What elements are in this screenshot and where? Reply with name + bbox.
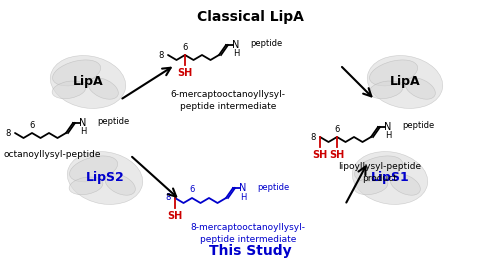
Text: H: H — [233, 49, 239, 59]
Ellipse shape — [390, 174, 420, 195]
Text: N: N — [384, 122, 392, 132]
Ellipse shape — [368, 56, 442, 109]
Text: 8-mercaptooctanoyllysyl-
peptide intermediate: 8-mercaptooctanoyllysyl- peptide interme… — [190, 223, 306, 244]
Text: peptide: peptide — [402, 122, 434, 130]
Text: N: N — [232, 40, 239, 50]
Ellipse shape — [352, 151, 428, 204]
Ellipse shape — [52, 81, 86, 99]
Ellipse shape — [405, 78, 436, 99]
Text: H: H — [80, 127, 86, 137]
Text: SH: SH — [178, 68, 192, 78]
Text: 8: 8 — [6, 129, 10, 137]
Text: 8: 8 — [166, 194, 170, 202]
Text: H: H — [385, 131, 391, 140]
Ellipse shape — [50, 56, 126, 109]
Ellipse shape — [70, 156, 117, 182]
Ellipse shape — [105, 174, 136, 195]
Text: 8: 8 — [310, 133, 316, 141]
Text: SH: SH — [168, 211, 182, 221]
Text: lipoyllysyl-peptide
product: lipoyllysyl-peptide product — [338, 162, 421, 183]
Ellipse shape — [370, 60, 418, 86]
Text: Classical LipA: Classical LipA — [196, 10, 304, 24]
Ellipse shape — [52, 60, 100, 86]
Ellipse shape — [354, 156, 403, 182]
Text: SH: SH — [330, 150, 344, 160]
Ellipse shape — [69, 177, 103, 195]
Ellipse shape — [88, 78, 118, 99]
Text: LipS2: LipS2 — [86, 171, 124, 184]
Text: 6: 6 — [182, 42, 188, 52]
Text: LipA: LipA — [72, 76, 104, 89]
Text: 6-mercaptooctanoyllysyl-
peptide intermediate: 6-mercaptooctanoyllysyl- peptide interme… — [170, 90, 285, 111]
Text: This Study: This Study — [208, 244, 292, 258]
Text: 8: 8 — [158, 50, 164, 59]
Ellipse shape — [354, 177, 388, 195]
Text: 6: 6 — [190, 185, 194, 194]
Text: 6: 6 — [334, 124, 340, 133]
Text: LipA: LipA — [390, 76, 420, 89]
Text: N: N — [80, 118, 86, 128]
Text: LipS1: LipS1 — [370, 171, 410, 184]
Text: peptide: peptide — [250, 39, 282, 49]
Ellipse shape — [68, 151, 142, 204]
Text: N: N — [240, 183, 246, 193]
Ellipse shape — [369, 81, 403, 99]
Text: peptide: peptide — [257, 183, 289, 191]
Text: peptide: peptide — [97, 117, 129, 127]
Text: 6: 6 — [30, 120, 35, 130]
Text: octanoyllysyl-peptide: octanoyllysyl-peptide — [4, 150, 101, 159]
Text: SH: SH — [312, 150, 328, 160]
Text: H: H — [240, 193, 246, 201]
